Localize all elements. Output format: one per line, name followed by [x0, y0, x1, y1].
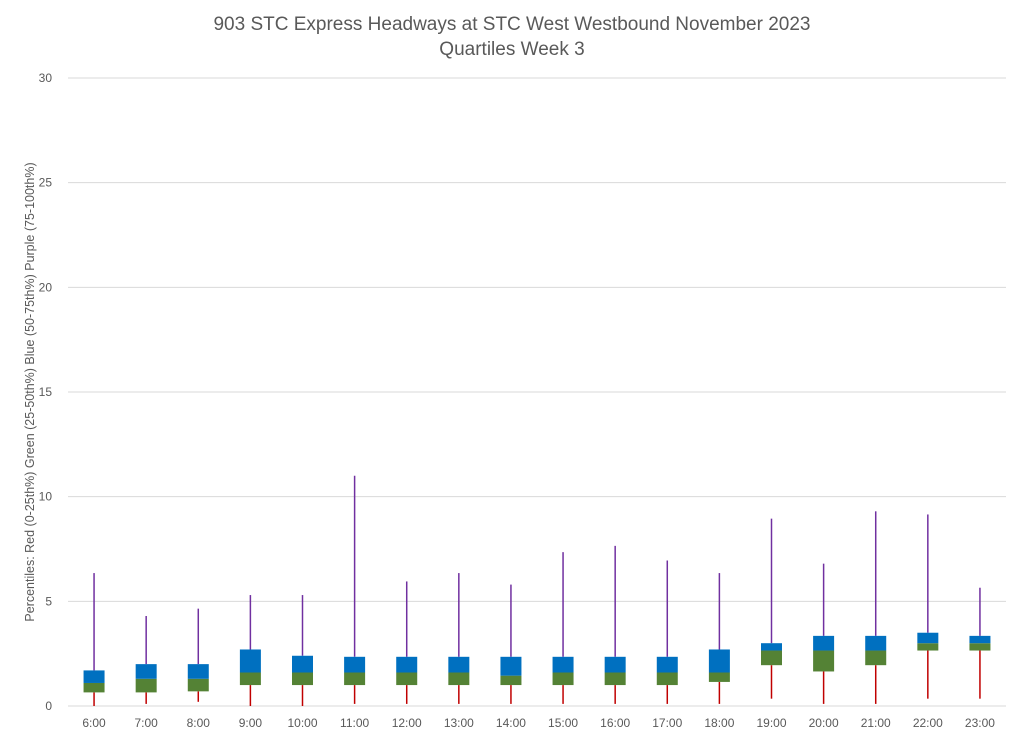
plot-marks	[83, 475, 991, 706]
x-tick-label: 9:00	[239, 716, 263, 730]
q2-box	[292, 672, 313, 686]
x-tick-label: 11:00	[340, 716, 369, 730]
x-tick-labels: 6:00 7:00 8:00 9:00 10:00 11:00 12:00 13:00 14:0…	[82, 716, 995, 730]
q3-box	[448, 656, 470, 673]
x-tick-label: 6:00	[82, 716, 106, 730]
box-group	[813, 563, 835, 704]
box-group	[552, 552, 574, 704]
x-tick-label: 14:00	[496, 716, 526, 730]
x-tick-label: 15:00	[548, 716, 578, 730]
box-group	[83, 573, 105, 706]
q3-box	[239, 649, 261, 673]
q3-box	[604, 656, 626, 673]
box-group	[292, 595, 313, 706]
x-tick-label: 17:00	[652, 716, 682, 730]
y-tick-label: 15	[39, 385, 53, 399]
x-tick-label: 22:00	[913, 716, 943, 730]
q3-box	[761, 643, 782, 651]
q2-box	[708, 672, 730, 682]
q2-box	[604, 672, 626, 686]
q3-box	[552, 656, 574, 673]
q3-box	[500, 656, 522, 676]
q2-box	[552, 672, 574, 686]
q3-box	[292, 655, 313, 673]
y-tick-label: 20	[39, 280, 53, 294]
q2-box	[239, 672, 261, 686]
y-axis-label: Percentiles: Red (0-25th%) Green (25-50t…	[23, 162, 37, 621]
chart-subtitle: Quartiles Week 3	[439, 39, 584, 60]
box-group	[865, 511, 887, 704]
q2-box	[500, 675, 522, 686]
q3-box	[813, 635, 835, 651]
y-tick-label: 30	[39, 71, 53, 85]
q3-box	[969, 635, 991, 644]
x-tick-label: 8:00	[187, 716, 211, 730]
q2-box	[969, 643, 991, 651]
box-group	[656, 560, 678, 704]
q3-box	[917, 632, 939, 644]
box-group	[239, 595, 261, 706]
q2-box	[135, 678, 157, 693]
x-tick-label: 23:00	[965, 716, 995, 730]
chart-title: 903 STC Express Headways at STC West Wes…	[213, 14, 810, 35]
q2-box	[344, 672, 366, 686]
gridlines	[68, 77, 1006, 707]
box-group	[500, 584, 522, 704]
box-group	[396, 581, 418, 704]
q2-box	[187, 678, 209, 692]
box-group	[135, 615, 157, 704]
box-group	[187, 608, 209, 702]
q3-box	[656, 656, 678, 673]
q2-box	[917, 643, 939, 651]
y-tick-label: 25	[39, 176, 53, 190]
x-tick-label: 7:00	[134, 716, 158, 730]
x-tick-label: 13:00	[444, 716, 474, 730]
box-group	[969, 587, 991, 699]
box-group	[761, 518, 782, 699]
q2-box	[396, 672, 418, 686]
box-group	[448, 573, 470, 704]
box-group	[344, 475, 366, 704]
q2-box	[865, 650, 887, 666]
q2-box	[761, 650, 782, 666]
q2-box	[656, 672, 678, 686]
q3-box	[396, 656, 418, 673]
q3-box	[83, 670, 105, 683]
q2-box	[83, 682, 105, 693]
x-tick-label: 12:00	[392, 716, 422, 730]
q3-box	[708, 649, 730, 673]
x-tick-label: 20:00	[809, 716, 839, 730]
y-tick-label: 5	[45, 594, 52, 608]
q3-box	[344, 656, 366, 673]
x-tick-label: 18:00	[704, 716, 734, 730]
y-tick-label: 10	[39, 490, 53, 504]
x-tick-label: 16:00	[600, 716, 630, 730]
box-group	[604, 545, 626, 704]
y-tick-label: 0	[45, 699, 52, 713]
q3-box	[135, 664, 157, 679]
q3-box	[187, 664, 209, 679]
y-tick-labels: 0 5 10 15 20 25 30	[39, 71, 53, 713]
q3-box	[865, 635, 887, 651]
q2-box	[813, 650, 835, 672]
x-tick-label: 10:00	[287, 716, 317, 730]
box-group	[917, 514, 939, 699]
box-group	[708, 573, 730, 704]
x-tick-label: 21:00	[861, 716, 891, 730]
x-tick-label: 19:00	[756, 716, 786, 730]
q2-box	[448, 672, 470, 686]
